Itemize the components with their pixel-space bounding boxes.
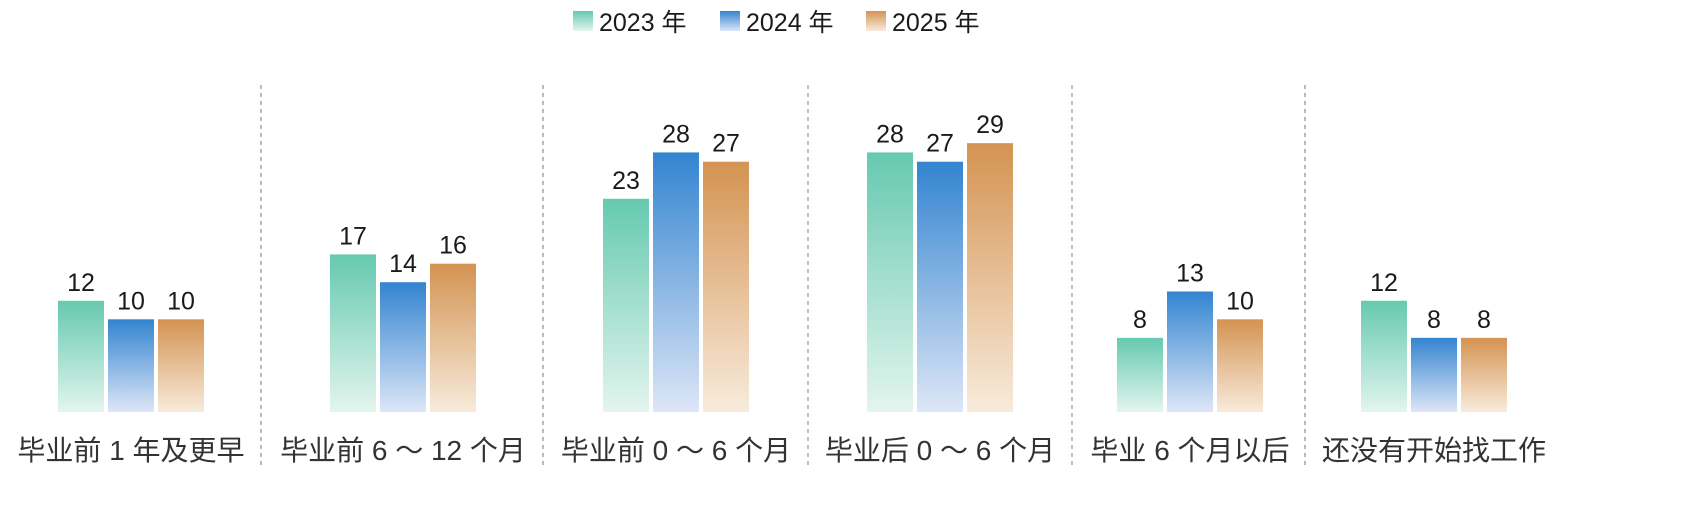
bar xyxy=(867,152,913,412)
category-label: 毕业前 1 年及更早 xyxy=(17,435,244,466)
data-label: 16 xyxy=(439,232,467,260)
bar xyxy=(1167,291,1213,412)
data-label: 10 xyxy=(167,287,195,315)
data-label: 13 xyxy=(1176,259,1204,287)
bar xyxy=(1411,337,1457,412)
legend-label: 2023 年 xyxy=(599,9,687,37)
bars: 12 10 10 17 14 16 23 28 27 28 27 29 8 13 10 12 8 8 xyxy=(58,111,1507,413)
bar xyxy=(58,300,104,412)
data-label: 8 xyxy=(1477,306,1491,334)
data-label: 27 xyxy=(926,130,954,158)
bar xyxy=(1217,319,1263,412)
data-label: 17 xyxy=(339,222,367,250)
bar xyxy=(430,263,476,412)
category-label: 还没有开始找工作 xyxy=(1322,435,1546,466)
bar xyxy=(380,282,426,412)
bar xyxy=(1461,337,1507,412)
bar xyxy=(1117,337,1163,412)
bar xyxy=(603,198,649,412)
category-label: 毕业后 0 ～ 6 个月 xyxy=(825,435,1055,466)
data-label: 8 xyxy=(1427,306,1441,334)
legend-label: 2025 年 xyxy=(892,9,980,37)
bar xyxy=(653,152,699,412)
data-label: 10 xyxy=(1226,287,1254,315)
bar xyxy=(108,319,154,412)
category-label: 毕业 6 个月以后 xyxy=(1090,435,1289,466)
category-labels: 毕业前 1 年及更早 毕业前 6 ～ 12 个月 毕业前 0 ～ 6 个月 毕业后 0… xyxy=(17,435,1546,466)
data-label: 10 xyxy=(117,287,145,315)
category-label: 毕业前 6 ～ 12 个月 xyxy=(280,435,526,466)
data-label: 27 xyxy=(712,130,740,158)
legend-label: 2024 年 xyxy=(746,9,834,37)
legend-swatch-2 xyxy=(866,11,886,31)
bar xyxy=(158,319,204,412)
data-label: 8 xyxy=(1133,306,1147,334)
legend-swatch-0 xyxy=(573,11,593,31)
data-label: 29 xyxy=(976,111,1004,139)
category-label: 毕业前 0 ～ 6 个月 xyxy=(561,435,791,466)
legend-swatch-1 xyxy=(720,11,740,31)
data-label: 28 xyxy=(662,120,690,148)
data-label: 12 xyxy=(1370,269,1398,297)
bar xyxy=(703,161,749,412)
data-label: 28 xyxy=(876,120,904,148)
data-label: 14 xyxy=(389,250,417,278)
bar xyxy=(917,161,963,412)
legend: 2023 年 2024 年 2025 年 xyxy=(573,9,980,37)
bar xyxy=(330,254,376,412)
bar xyxy=(1361,300,1407,412)
bar xyxy=(967,143,1013,413)
data-label: 23 xyxy=(612,167,640,195)
data-label: 12 xyxy=(67,269,95,297)
